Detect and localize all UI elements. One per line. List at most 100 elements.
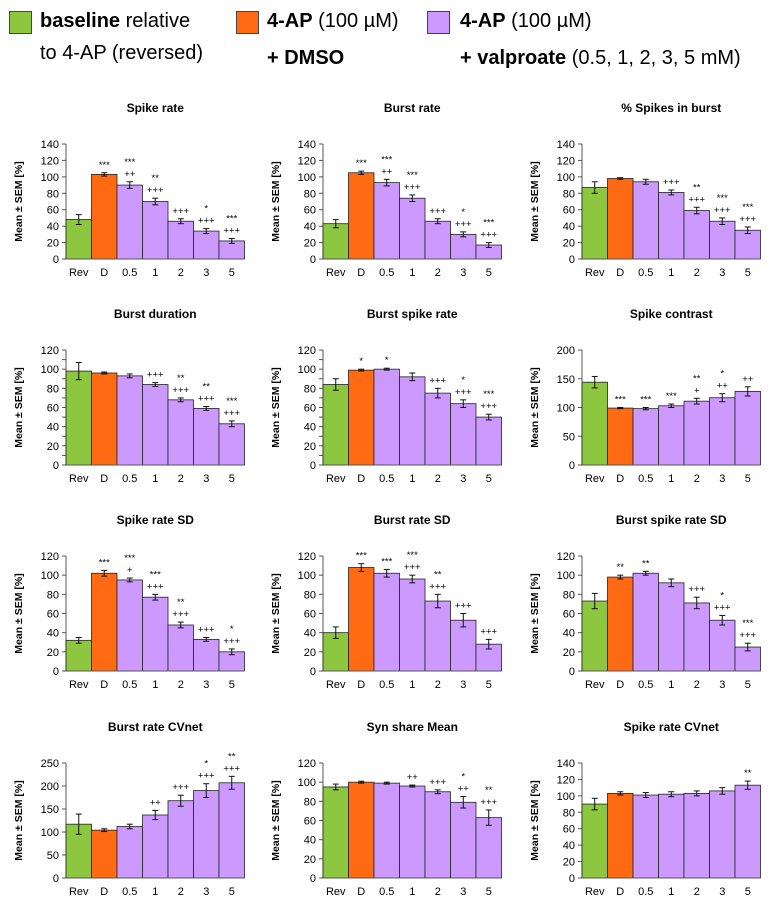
significance-vs-dmso: +++ (147, 581, 164, 592)
bar-1 (142, 596, 169, 672)
significance-vs-dmso: +++ (455, 219, 472, 230)
y-tick-label: 20 (304, 647, 316, 659)
significance-vs-rev: *** (124, 157, 135, 168)
y-tick-label: 250 (41, 758, 59, 770)
y-axis-label: Mean ± SEM [%] (13, 161, 25, 241)
x-tick-label: 2 (435, 886, 441, 898)
significance-vs-rev: * (461, 207, 465, 218)
y-tick-label: 0 (53, 460, 59, 472)
x-tick-label: 1 (668, 267, 674, 279)
significance-vs-dmso: +++ (172, 385, 189, 396)
x-tick-label: 2 (694, 679, 700, 691)
significance-vs-rev: * (204, 759, 208, 770)
bar-5 (734, 390, 761, 466)
bar-rev (65, 219, 92, 260)
chart-title: Spike rate CVnet (624, 720, 719, 734)
y-tick-label: 20 (563, 238, 575, 250)
x-tick-label: 1 (668, 679, 674, 691)
bar-d (607, 407, 634, 466)
bar-0-5 (632, 408, 659, 466)
significance-vs-dmso: +++ (404, 562, 421, 573)
significance-vs-dmso: +++ (429, 206, 446, 217)
x-tick-label: 0.5 (122, 473, 137, 485)
bar-0-5 (632, 794, 659, 879)
significance-vs-rev: * (461, 375, 465, 386)
x-tick-label: 0.5 (638, 886, 653, 898)
legend-swatch-valproate (427, 11, 450, 34)
chart-title: Burst rate (384, 101, 441, 115)
x-tick-label: 1 (668, 473, 674, 485)
significance-vs-dmso: +++ (480, 230, 497, 241)
x-tick-label: Rev (326, 886, 346, 898)
legend-dmso-line2-bold: + DMSO (267, 47, 345, 69)
y-tick-label: 60 (47, 609, 59, 621)
chart-burst-spike-rate: Burst spike rate Mean ± SEM [%] 0 20 40 60 80 1… (270, 307, 502, 485)
y-tick-label: 60 (563, 205, 575, 217)
x-tick-label: 5 (486, 473, 492, 485)
significance-vs-rev: ** (744, 768, 752, 779)
significance-vs-rev: ** (177, 597, 185, 608)
x-tick-label: 5 (745, 267, 751, 279)
y-tick-label: 100 (41, 570, 59, 582)
bar-5 (734, 784, 761, 879)
significance-vs-rev: *** (226, 396, 237, 407)
chart-title: Spike contrast (630, 307, 713, 321)
y-tick-label: 60 (563, 609, 575, 621)
x-tick-label: D (616, 267, 624, 279)
x-tick-label: 5 (745, 473, 751, 485)
x-tick-label: Rev (326, 473, 346, 485)
bar-2 (683, 602, 710, 672)
y-tick-label: 20 (47, 238, 59, 250)
bar-2 (167, 220, 194, 260)
bar-d (348, 369, 375, 466)
legend-swatch-dmso (236, 11, 259, 34)
bar-2 (424, 791, 451, 879)
significance-vs-dmso: +++ (404, 182, 421, 193)
y-tick-label: 20 (304, 238, 316, 250)
bar-d (91, 572, 118, 672)
bar-3 (193, 790, 220, 879)
significance-vs-rev: *** (407, 550, 418, 561)
y-tick-label: 100 (41, 172, 59, 184)
x-tick-label: 3 (719, 886, 725, 898)
x-tick-label: 2 (435, 679, 441, 691)
significance-vs-rev: *** (381, 556, 392, 567)
y-tick-label: 100 (557, 172, 575, 184)
bar-2 (424, 220, 451, 260)
y-axis-label: Mean ± SEM [%] (270, 780, 282, 860)
significance-vs-dmso: +++ (688, 584, 705, 595)
legend-valproate-rest: (100 µM) (505, 10, 592, 32)
chart-title: Burst rate SD (374, 513, 451, 527)
bar-0-5 (373, 572, 400, 672)
x-tick-label: D (100, 473, 108, 485)
legend-label-baseline: baseline relative (40, 9, 190, 33)
x-tick-label: 1 (409, 267, 415, 279)
x-tick-label: Rev (585, 473, 605, 485)
y-tick-label: 200 (557, 345, 575, 357)
bar-5 (218, 782, 245, 879)
bar-d (348, 781, 375, 879)
significance-vs-dmso: +++ (429, 581, 446, 592)
significance-vs-rev: *** (124, 553, 135, 564)
y-tick-label: 0 (310, 254, 316, 266)
y-tick-label: 60 (304, 816, 316, 828)
y-tick-label: 0 (310, 873, 316, 885)
y-tick-label: 100 (298, 777, 316, 789)
bar-1 (399, 785, 426, 879)
bar-d (348, 567, 375, 672)
bar-rev (581, 803, 608, 879)
x-tick-label: 2 (178, 886, 184, 898)
y-tick-label: 100 (557, 403, 575, 415)
bar-2 (167, 624, 194, 672)
significance-vs-dmso: ++ (717, 381, 729, 392)
bar-2 (167, 399, 194, 466)
chart-burst-duration: Burst duration Mean ± SEM [%] 0 20 40 60 80 100… (13, 307, 245, 485)
x-tick-label: D (100, 267, 108, 279)
significance-vs-dmso: +++ (147, 370, 164, 381)
significance-vs-dmso: +++ (480, 797, 497, 808)
y-tick-label: 0 (569, 873, 575, 885)
bar-d (91, 829, 118, 879)
bar-3 (709, 790, 736, 879)
y-tick-label: 120 (298, 155, 316, 167)
x-tick-label: Rev (585, 679, 605, 691)
